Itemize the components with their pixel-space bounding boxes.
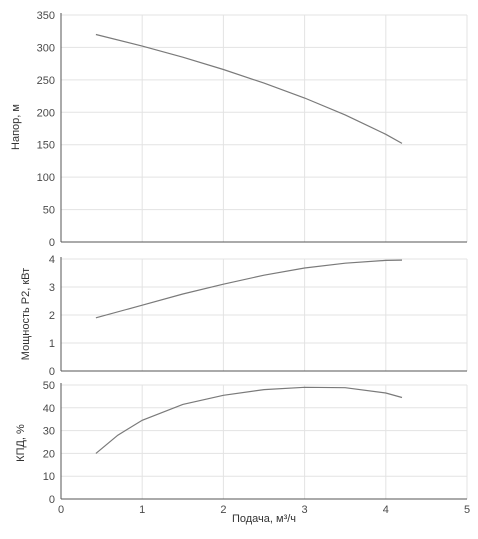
power-y-tick-label: 1 <box>49 338 55 350</box>
efficiency-chart-panel: КПД, % 0 10 20 30 40 50 0 1 2 3 4 5 <box>15 380 470 516</box>
efficiency-y-tick-label: 40 <box>43 403 55 415</box>
power-curve-line <box>95 259 403 319</box>
power-y-tick-label: 4 <box>49 254 55 266</box>
x-tick-label: 0 <box>58 504 64 516</box>
efficiency-axis-label: КПД, % <box>15 424 27 462</box>
head-curve-line <box>95 33 403 144</box>
head-chart-panel: Напор, м 0 50 100 150 200 250 300 350 <box>10 10 468 249</box>
power-axis-label: Мощность Р2, кВт <box>20 268 32 360</box>
power-y-tick-label: 0 <box>49 366 55 378</box>
head-y-tick-label: 200 <box>37 107 55 119</box>
head-y-tick-label: 100 <box>37 172 55 184</box>
head-axis-label: Напор, м <box>10 104 22 150</box>
x-tick-label: 3 <box>302 504 308 516</box>
head-y-tick-label: 150 <box>37 140 55 152</box>
efficiency-y-tick-label: 0 <box>49 494 55 506</box>
head-y-tick-label: 50 <box>43 205 55 217</box>
x-tick-label: 2 <box>220 504 226 516</box>
efficiency-y-tick-label: 10 <box>43 471 55 483</box>
x-tick-label: 1 <box>139 504 145 516</box>
power-chart-panel: Мощность Р2, кВт 0 1 2 3 4 <box>20 254 468 378</box>
flow-axis-label: Подача, м³/ч <box>232 513 296 525</box>
head-y-tick-label: 350 <box>37 10 55 22</box>
efficiency-y-tick-label: 30 <box>43 426 55 438</box>
power-y-tick-label: 3 <box>49 282 55 294</box>
x-tick-label: 4 <box>383 504 389 516</box>
head-y-tick-label: 250 <box>37 75 55 87</box>
efficiency-curve-line <box>95 386 403 454</box>
head-y-tick-label: 0 <box>49 237 55 249</box>
power-y-tick-label: 2 <box>49 310 55 322</box>
x-tick-label: 5 <box>464 504 470 516</box>
efficiency-y-tick-label: 20 <box>43 448 55 460</box>
efficiency-y-tick-label: 50 <box>43 380 55 392</box>
head-y-tick-label: 300 <box>37 42 55 54</box>
